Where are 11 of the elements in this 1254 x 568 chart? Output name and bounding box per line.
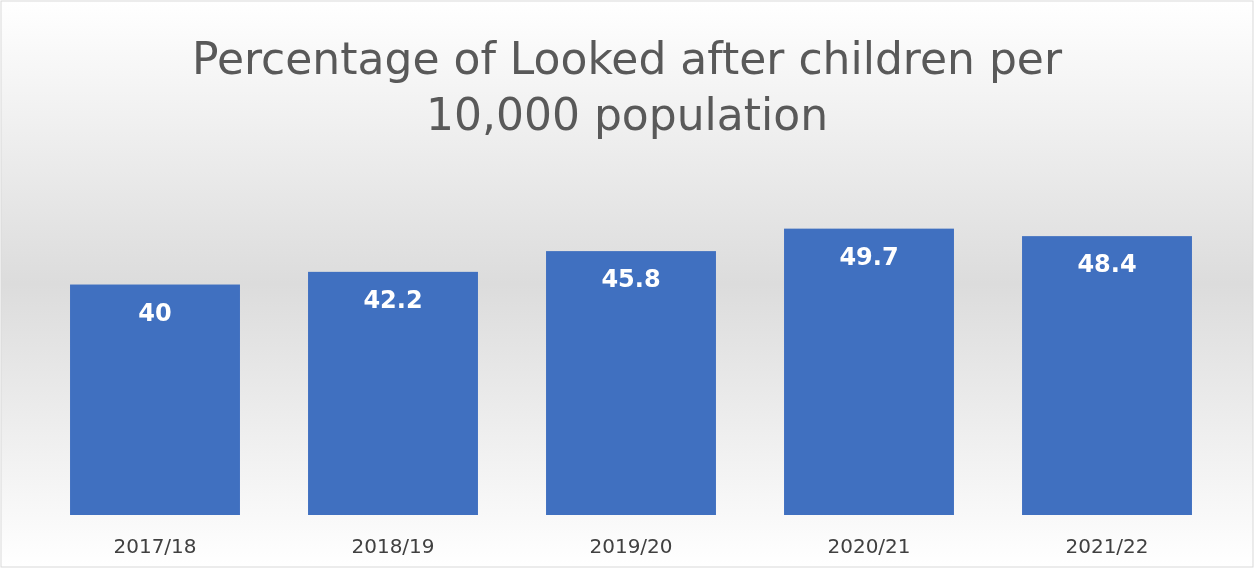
data-label: 40 (138, 298, 172, 327)
data-label: 42.2 (363, 285, 423, 314)
x-tick-label: 2020/21 (827, 534, 911, 558)
chart-title: Percentage of Looked after children per 10,000 population (191, 33, 1063, 140)
x-tick-label: 2021/22 (1065, 534, 1149, 558)
x-tick-label: 2019/20 (589, 534, 673, 558)
data-label: 49.7 (839, 242, 899, 271)
data-label: 45.8 (601, 265, 661, 294)
x-tick-label: 2018/19 (351, 534, 435, 558)
data-label: 48.4 (1077, 250, 1137, 279)
x-tick-label: 2017/18 (113, 534, 197, 558)
